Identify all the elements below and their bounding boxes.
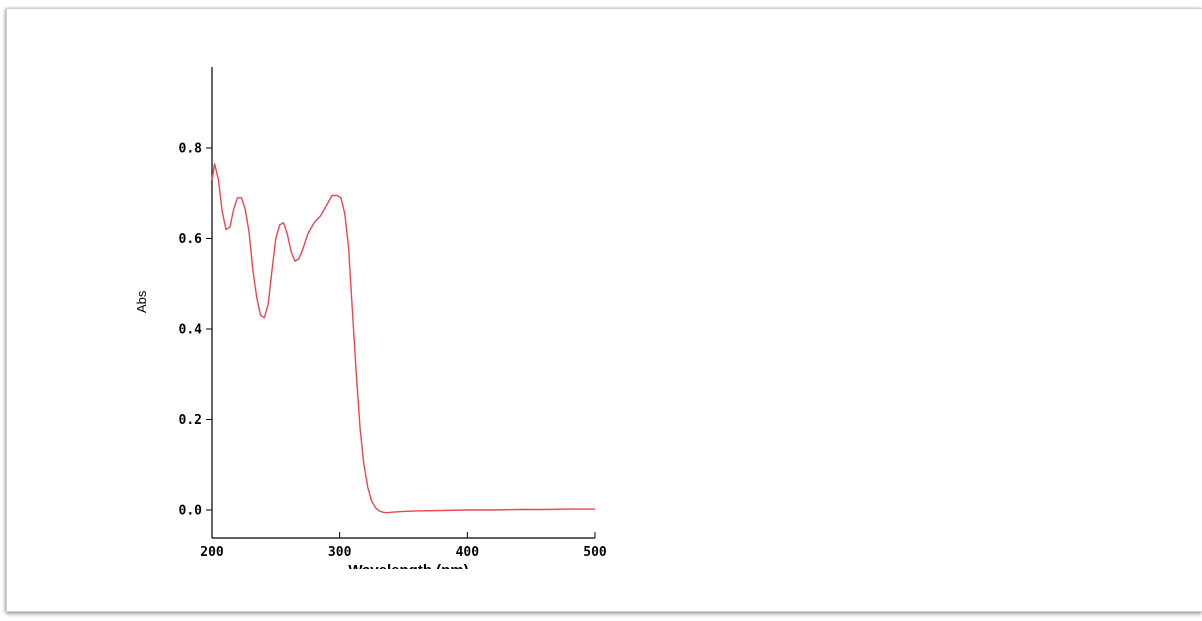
x-tick-label: 300	[328, 545, 352, 560]
axes	[211, 67, 595, 539]
x-tick-label: 200	[200, 545, 224, 560]
y-tick-label: 0.4	[179, 323, 203, 338]
y-tick-label: 0.6	[179, 232, 203, 247]
y-axis-title: Abs	[134, 290, 149, 313]
absorbance-line	[211, 163, 595, 514]
x-tick-label: 500	[583, 545, 607, 560]
x-tick-label: 400	[456, 545, 480, 560]
x-ticks: 200 300 400 500	[200, 532, 607, 560]
x-axis-title: Wavelength (nm)	[348, 562, 468, 579]
chart-frame	[6, 8, 1202, 612]
y-tick-label: 0.0	[179, 504, 203, 519]
y-ticks: 0.0 0.2 0.4 0.6 0.8	[179, 142, 212, 519]
y-tick-label: 0.8	[179, 142, 203, 157]
y-tick-label: 0.2	[179, 413, 202, 428]
